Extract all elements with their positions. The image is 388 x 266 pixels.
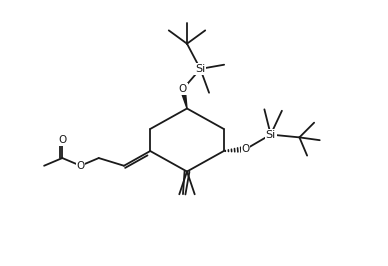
Text: O: O (178, 84, 187, 94)
Polygon shape (180, 89, 187, 109)
Text: O: O (241, 144, 249, 154)
Text: O: O (76, 161, 85, 171)
Text: Si: Si (265, 130, 276, 140)
Text: O: O (58, 135, 66, 145)
Text: Si: Si (195, 64, 205, 74)
